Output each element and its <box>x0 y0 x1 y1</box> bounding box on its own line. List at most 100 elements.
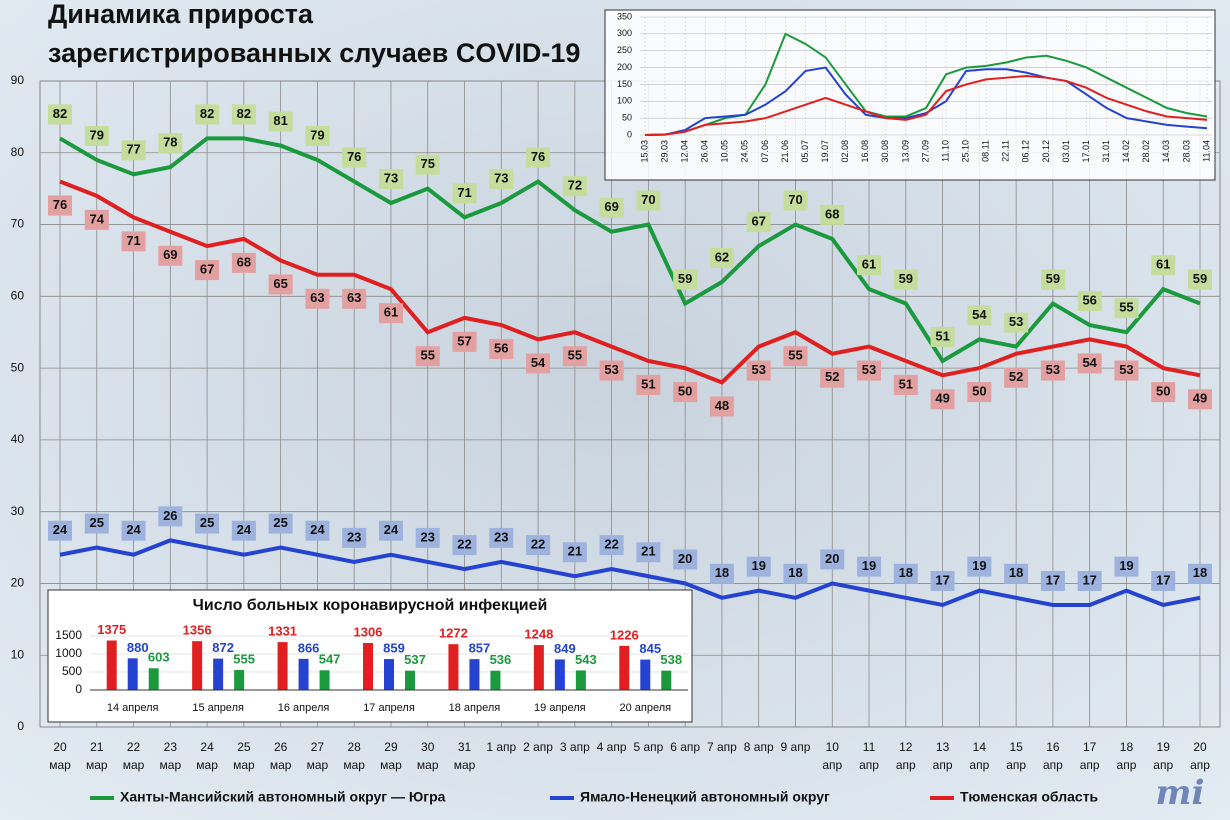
value-label-box <box>930 570 955 591</box>
x-tick-label: 10.05 <box>720 140 730 163</box>
value-label-box <box>342 527 367 548</box>
value-label: 48 <box>715 398 729 413</box>
value-label: 53 <box>862 362 876 377</box>
value-label: 71 <box>126 233 140 248</box>
chart-title: Динамика прироста <box>48 0 314 29</box>
value-label-box <box>1114 298 1139 319</box>
value-label: 536 <box>490 652 512 667</box>
x-tick-label-line: мар <box>86 758 108 772</box>
y-tick-label: 50 <box>11 360 25 374</box>
x-tick-label: 30.08 <box>880 140 890 163</box>
value-label: 69 <box>604 199 618 214</box>
value-label-box <box>1151 382 1176 403</box>
value-label-box <box>526 147 551 168</box>
x-tick-label: 29.03 <box>659 140 669 163</box>
value-label: 53 <box>1009 314 1023 329</box>
x-tick-label: 11.10 <box>940 140 950 162</box>
value-label: 1306 <box>354 624 383 639</box>
x-tick-label-line: 25 <box>237 740 251 754</box>
value-label-box <box>599 197 624 218</box>
value-label: 26 <box>163 508 177 523</box>
value-label-box <box>636 542 661 563</box>
value-label-box <box>452 183 477 204</box>
value-label: 18 <box>1193 565 1207 580</box>
y-tick-label: 90 <box>11 73 25 87</box>
value-label-box <box>378 303 403 324</box>
bar <box>661 670 672 690</box>
value-label-box <box>1114 360 1139 381</box>
value-label: 25 <box>273 515 287 530</box>
value-label: 82 <box>53 106 67 121</box>
value-label-box <box>1151 255 1176 276</box>
x-tick-label-line: апр <box>1117 758 1137 772</box>
legend-label: Ямало-Ненецкий автономный округ <box>580 789 830 805</box>
value-label: 69 <box>163 247 177 262</box>
value-label: 50 <box>1156 384 1170 399</box>
x-tick-label-line: мар <box>417 758 439 772</box>
x-tick-label: 11.04 <box>1201 140 1211 162</box>
value-label: 54 <box>972 307 987 322</box>
value-label: 24 <box>384 522 399 537</box>
x-tick-label: 12.04 <box>680 140 690 163</box>
value-label: 880 <box>127 640 149 655</box>
inset-plot: 0 50 100 150 200 250 300 350 15.03 29.03 12.04 26.0… <box>617 11 1212 163</box>
value-label: 543 <box>575 652 597 667</box>
value-label-box <box>1004 367 1029 388</box>
x-tick-label-line: 11 <box>863 740 876 754</box>
x-tick-label-line: 15 <box>1009 740 1023 754</box>
x-tick-label: 16.08 <box>860 140 870 163</box>
value-label-box <box>857 556 882 577</box>
x-tick-label: 22.11 <box>1001 140 1011 162</box>
bar <box>448 644 459 690</box>
value-label-box <box>783 346 808 367</box>
x-tick-label-line: апр <box>859 758 879 772</box>
x-tick-label: 21 мар <box>86 740 108 772</box>
y-tick-label: 40 <box>11 432 25 446</box>
value-label-box <box>857 255 882 276</box>
value-label-box <box>268 111 293 132</box>
x-tick-label-line: 23 <box>164 740 178 754</box>
value-label: 603 <box>148 650 170 665</box>
value-label-box <box>709 563 734 584</box>
y-tick-label: 1500 <box>55 628 82 642</box>
value-label: 54 <box>531 355 546 370</box>
x-tick-label-line: 14 <box>973 740 987 754</box>
value-label-box <box>84 125 109 146</box>
value-label: 1272 <box>439 626 468 641</box>
value-label-box <box>452 535 477 556</box>
x-tick-label: 14 апреля <box>107 702 159 714</box>
bar <box>619 645 630 690</box>
x-tick-label: 28.03 <box>1181 140 1191 163</box>
value-label-box <box>48 195 72 216</box>
x-tick-label: 17.01 <box>1081 140 1091 163</box>
value-label: 55 <box>568 348 582 363</box>
x-tick-label-line: 17 <box>1083 740 1097 754</box>
value-label: 22 <box>531 537 545 552</box>
x-tick-label-line: мар <box>454 758 476 772</box>
x-tick-label: 20.12 <box>1041 140 1051 163</box>
bar <box>148 668 159 690</box>
value-label-box <box>158 506 183 527</box>
value-label: 849 <box>554 641 576 656</box>
value-label: 72 <box>568 178 582 193</box>
value-label: 22 <box>457 537 471 552</box>
x-tick-label-line: мар <box>196 758 218 772</box>
x-tick-label-line: 21 <box>90 740 104 754</box>
value-label: 49 <box>1193 391 1207 406</box>
value-label: 859 <box>383 641 405 656</box>
value-label: 52 <box>1009 369 1023 384</box>
value-label: 19 <box>862 558 876 573</box>
value-label: 79 <box>310 127 324 142</box>
value-label-box <box>489 339 514 360</box>
x-tick-label: 16 апреля <box>278 702 330 714</box>
bar <box>277 642 288 690</box>
value-label: 1248 <box>524 627 553 642</box>
x-tick-label-line: апр <box>969 758 989 772</box>
y-tick-label: 350 <box>617 11 632 21</box>
value-label-box <box>415 346 440 367</box>
value-label-box <box>231 252 256 273</box>
bar <box>575 670 586 690</box>
